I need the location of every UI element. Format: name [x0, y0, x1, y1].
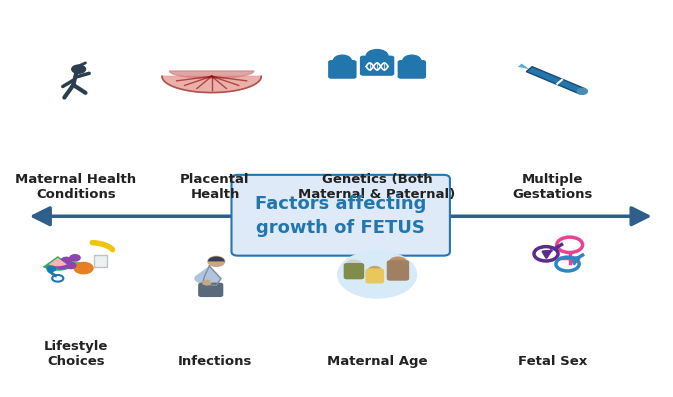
Text: Genetics (Both
Maternal & Paternal): Genetics (Both Maternal & Paternal): [299, 173, 456, 201]
Polygon shape: [162, 76, 261, 93]
Circle shape: [74, 262, 93, 274]
Text: Multiple
Gestations: Multiple Gestations: [512, 173, 593, 201]
Circle shape: [61, 257, 71, 264]
FancyBboxPatch shape: [344, 263, 364, 279]
Circle shape: [47, 266, 56, 272]
FancyBboxPatch shape: [328, 60, 357, 79]
FancyBboxPatch shape: [94, 255, 107, 267]
Circle shape: [338, 251, 417, 298]
Text: Lifestyle
Choices: Lifestyle Choices: [44, 340, 108, 368]
FancyBboxPatch shape: [365, 268, 384, 283]
Circle shape: [577, 88, 588, 94]
Circle shape: [65, 262, 76, 269]
Circle shape: [208, 256, 225, 266]
FancyBboxPatch shape: [198, 283, 223, 297]
Text: Factors affecting
growth of FETUS: Factors affecting growth of FETUS: [255, 195, 427, 237]
Wedge shape: [48, 258, 67, 266]
Circle shape: [203, 280, 211, 285]
FancyBboxPatch shape: [398, 60, 426, 79]
Polygon shape: [170, 71, 254, 78]
Text: Placental
Health: Placental Health: [180, 173, 250, 201]
FancyBboxPatch shape: [360, 56, 394, 76]
Circle shape: [390, 257, 406, 267]
Wedge shape: [208, 256, 225, 261]
Circle shape: [368, 266, 382, 274]
Circle shape: [403, 55, 421, 66]
Circle shape: [72, 65, 85, 73]
Text: Infections: Infections: [178, 355, 252, 368]
FancyBboxPatch shape: [387, 260, 409, 281]
Wedge shape: [45, 258, 70, 269]
Polygon shape: [518, 64, 529, 69]
Circle shape: [346, 260, 362, 270]
Ellipse shape: [60, 261, 81, 268]
Text: Fetal Sex: Fetal Sex: [518, 355, 587, 368]
Text: Maternal Health
Conditions: Maternal Health Conditions: [15, 173, 137, 201]
Polygon shape: [203, 266, 221, 285]
Circle shape: [57, 262, 67, 269]
Polygon shape: [526, 67, 586, 94]
Circle shape: [333, 55, 351, 66]
FancyBboxPatch shape: [232, 175, 450, 256]
Circle shape: [366, 50, 388, 63]
Text: Maternal Age: Maternal Age: [327, 355, 427, 368]
Circle shape: [70, 255, 80, 261]
